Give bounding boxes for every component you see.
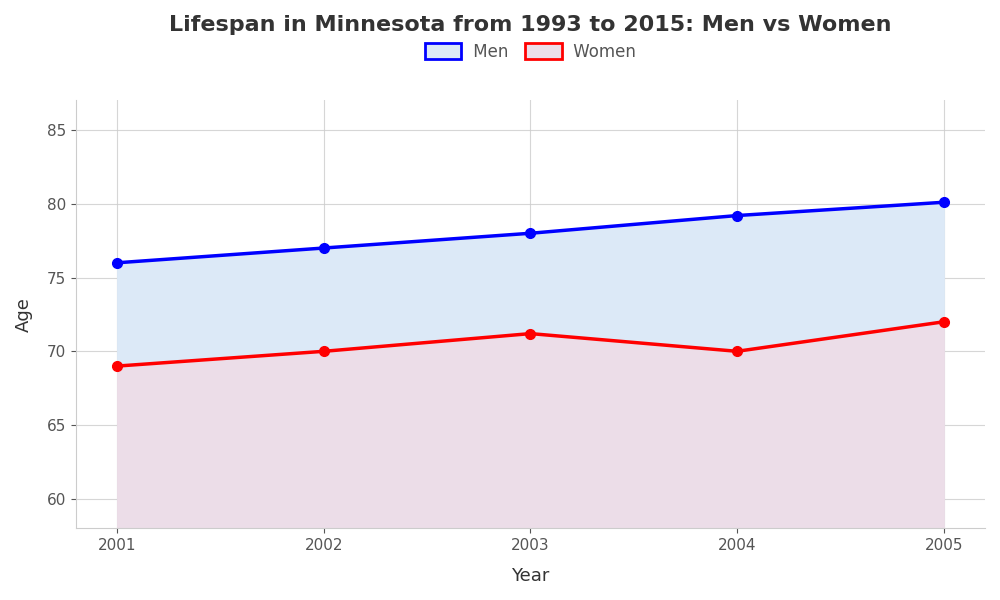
Title: Lifespan in Minnesota from 1993 to 2015: Men vs Women: Lifespan in Minnesota from 1993 to 2015:… — [169, 15, 892, 35]
X-axis label: Year: Year — [511, 567, 550, 585]
Y-axis label: Age: Age — [15, 297, 33, 332]
Legend:  Men,  Women: Men, Women — [418, 36, 643, 67]
